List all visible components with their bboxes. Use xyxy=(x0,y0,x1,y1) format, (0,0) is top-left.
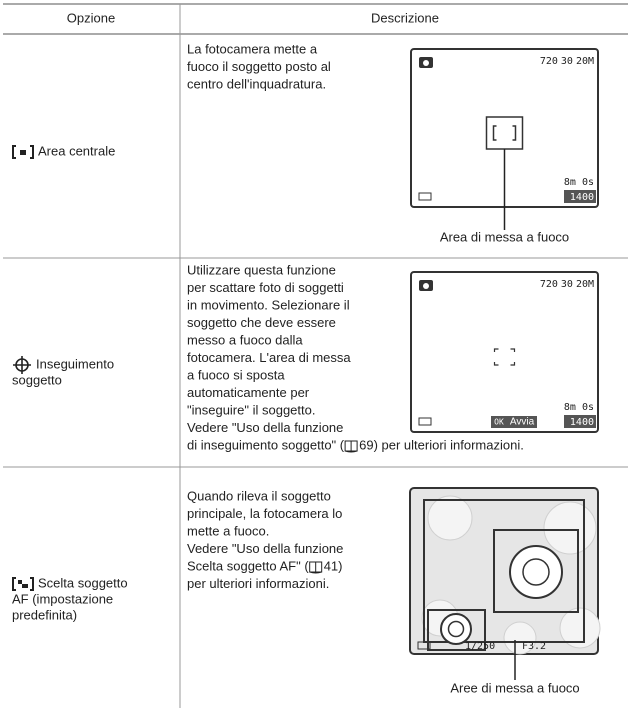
description-line: Quando rileva il soggetto xyxy=(187,488,331,503)
flower-center xyxy=(522,558,550,586)
background-leaf xyxy=(427,495,473,541)
option-text: Scelta soggetto xyxy=(38,575,128,590)
focus-brackets xyxy=(492,125,517,141)
book-shape xyxy=(309,561,323,574)
description-line: automaticamente per xyxy=(187,385,310,400)
frame-outline xyxy=(423,499,585,643)
description-line: Vedere "Uso della funzione xyxy=(187,541,343,556)
description-line: 69) per ulteriori informazioni. xyxy=(359,437,524,452)
description-line: La fotocamera mette a xyxy=(187,41,318,56)
description-line: messo a fuoco dalla xyxy=(187,332,303,347)
status-icon: 720 xyxy=(540,56,558,67)
description-line: 41) xyxy=(324,558,343,573)
description-line: Scelta soggetto AF" ( xyxy=(187,558,309,573)
recording-time: 8m 0s xyxy=(564,177,594,188)
book-icon xyxy=(344,440,358,453)
status-icon: 20M xyxy=(576,279,594,290)
status-icon: 20M xyxy=(576,56,594,67)
flower xyxy=(440,613,472,645)
background-leaf xyxy=(503,621,537,655)
description-line: mette a fuoco. xyxy=(187,523,269,538)
background-leaf xyxy=(543,501,597,555)
battery-icon xyxy=(418,417,432,426)
action-label: Avvia xyxy=(510,417,535,428)
ok-box xyxy=(491,416,507,428)
center-area-icon xyxy=(12,145,34,159)
option-text: AF (impostazione xyxy=(12,591,113,606)
recording-time: 8m 0s xyxy=(564,402,594,413)
background-leaf xyxy=(559,607,601,649)
status-icon: 720 xyxy=(540,279,558,290)
screen-frame xyxy=(410,271,599,433)
description-line: fotocamera. L'area di messa xyxy=(187,350,351,365)
option-text: predefinita) xyxy=(12,607,77,622)
description-line: in movimento. Selezionare il xyxy=(187,297,350,312)
description-line: soggetto che deve essere xyxy=(187,315,336,330)
subject-af-icon xyxy=(12,577,34,591)
shutter-speed: 1/250 xyxy=(465,641,495,652)
description-line: fuoco il soggetto posto al xyxy=(187,59,331,74)
description-line: di inseguimento soggetto" ( xyxy=(187,437,345,452)
flower-center xyxy=(447,620,465,638)
option-text: Area centrale xyxy=(38,143,115,158)
description-line: Vedere "Uso della funzione xyxy=(187,420,343,435)
battery-icon xyxy=(417,641,431,650)
callout-label: Area di messa a fuoco xyxy=(440,229,569,244)
description-line: a fuoco si sposta xyxy=(187,367,285,382)
option-text: soggetto xyxy=(12,372,62,387)
aperture: F3.2 xyxy=(522,641,546,652)
status-icon: 30 xyxy=(561,279,573,290)
description-line: per ulteriori informazioni. xyxy=(187,576,329,591)
camera-lens xyxy=(423,60,429,66)
description-line: centro dell'inquadratura. xyxy=(187,76,326,91)
header-cell: Opzione xyxy=(67,10,115,25)
shots-remaining: 1400 xyxy=(570,417,594,428)
ok-label: OK xyxy=(494,418,504,427)
description-line: Utilizzare questa funzione xyxy=(187,262,336,277)
action-box xyxy=(507,416,537,428)
book-icon xyxy=(309,561,323,574)
description-line: per scattare foto di soggetti xyxy=(187,280,344,295)
tracking-icon xyxy=(13,356,31,374)
header-cell: Descrizione xyxy=(371,10,439,25)
status-icon: 30 xyxy=(561,56,573,67)
description-line: principale, la fotocamera lo xyxy=(187,506,342,521)
flower xyxy=(509,545,563,599)
description-line: "inseguire" il soggetto. xyxy=(187,402,315,417)
option-text: Inseguimento xyxy=(36,356,114,371)
count-box xyxy=(564,415,596,428)
battery-icon xyxy=(418,192,432,201)
count-box xyxy=(564,190,596,203)
tracking-corners xyxy=(493,348,516,366)
camera-screen: 1/250 F3.2 xyxy=(409,487,601,655)
book-shape xyxy=(344,440,358,453)
callout-label: Aree di messa a fuoco xyxy=(450,680,579,695)
shots-remaining: 1400 xyxy=(570,192,594,203)
focus-area xyxy=(493,529,579,613)
focus-area xyxy=(427,609,486,651)
camera-lens xyxy=(423,283,429,289)
